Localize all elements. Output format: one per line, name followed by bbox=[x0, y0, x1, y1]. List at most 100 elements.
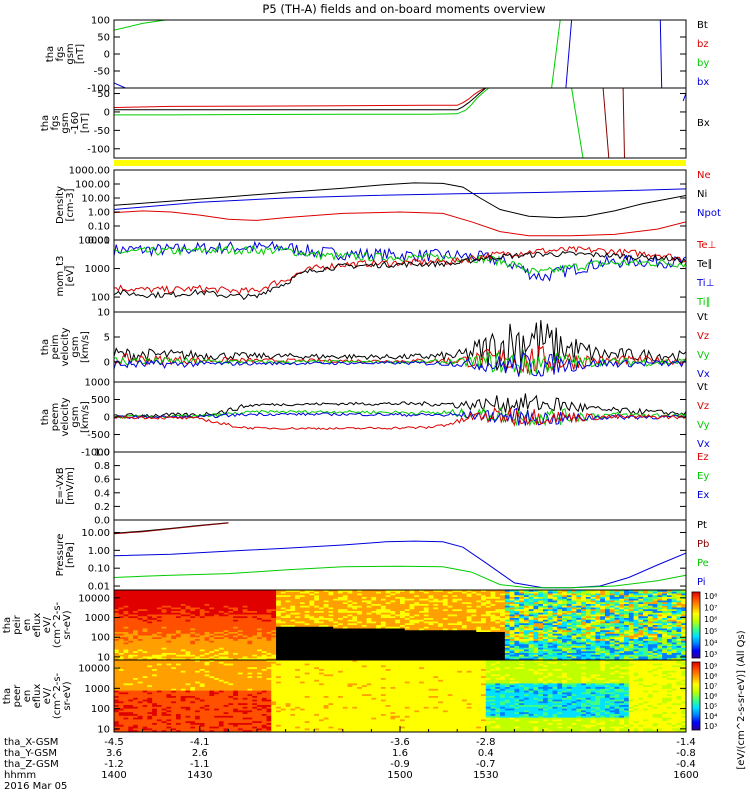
legend-entry: Vt bbox=[697, 312, 708, 323]
legend-entry: Pb bbox=[697, 539, 709, 550]
legend-entry: Vz bbox=[697, 401, 709, 412]
legend-2: Bx bbox=[697, 118, 710, 129]
ylabel-line: [km/s] bbox=[80, 331, 91, 363]
ytick-label: 0.8 bbox=[94, 461, 110, 472]
panel-frame bbox=[114, 240, 686, 312]
ytick-label: 0.4 bbox=[94, 488, 110, 499]
ytick-label: -50 bbox=[94, 67, 110, 78]
series-line-3 bbox=[114, 211, 686, 236]
ytick-label: 1.0 bbox=[94, 448, 110, 459]
ytick-label: 100.00 bbox=[75, 180, 110, 191]
series-line-5 bbox=[660, 20, 661, 88]
ylabel-3: Density[cm-3] bbox=[55, 186, 76, 224]
ylabel-7: E=-VxB[mV/m] bbox=[55, 467, 76, 505]
legend-entry: Vx bbox=[697, 369, 710, 380]
figure-title: P5 (TH-A) fields and on-board moments ov… bbox=[262, 2, 545, 16]
ytick-label: 0.0 bbox=[94, 516, 110, 527]
series-line-2 bbox=[114, 246, 686, 273]
ytick-label: 50 bbox=[97, 89, 110, 100]
series-line-6 bbox=[623, 88, 624, 158]
ytick-label: 10 bbox=[97, 308, 110, 319]
legend-entry: Ey bbox=[697, 471, 709, 482]
legend-entry: Ez bbox=[697, 452, 709, 463]
series-line-3 bbox=[114, 88, 489, 115]
ylabel-line: [km/s] bbox=[80, 401, 91, 433]
panel-5-plot bbox=[114, 320, 686, 377]
legend-4: Te⊥Te∥Ti⊥Ti∥ bbox=[696, 240, 716, 308]
series-line-3 bbox=[114, 247, 686, 294]
legend-entry: Npot bbox=[697, 208, 721, 219]
legend-entry: Vt bbox=[697, 382, 708, 393]
legend-entry: Vy bbox=[697, 420, 710, 431]
ytick-label: 5 bbox=[104, 333, 110, 344]
legend-entry: Ti∥ bbox=[696, 297, 711, 308]
ylabel-4: mom_t3[eV] bbox=[55, 256, 76, 297]
ylabel-line: [mV/m] bbox=[65, 467, 76, 505]
legend-7: Ez Ey Ex bbox=[697, 452, 709, 501]
legend-entry: Bt bbox=[697, 20, 708, 31]
series-line-4 bbox=[114, 566, 686, 588]
ytick-label: 0 bbox=[104, 413, 110, 424]
panel-frame bbox=[114, 452, 686, 520]
panel-3: 1000.00100.0010.001.000.100.01Density[cm… bbox=[55, 166, 721, 247]
ytick-label: 0.10 bbox=[88, 222, 110, 233]
ytick-label: 0.6 bbox=[94, 475, 110, 486]
panel-frame bbox=[114, 20, 686, 88]
ytick-label: 0.10 bbox=[88, 564, 110, 575]
legend-entry: by bbox=[697, 58, 709, 69]
panel-8-plot bbox=[114, 523, 686, 588]
legend-entry: bz bbox=[697, 39, 709, 50]
ytick-label: 10.00 bbox=[81, 194, 110, 205]
series-line-1 bbox=[114, 88, 486, 108]
series-line-3 bbox=[114, 541, 686, 588]
series-line-3 bbox=[552, 20, 561, 88]
ytick-label: 500 bbox=[91, 395, 110, 406]
ytick-label: 100 bbox=[91, 293, 110, 304]
legend-entry: Pt bbox=[697, 520, 707, 531]
ytick-label: 1.00 bbox=[88, 208, 110, 219]
legend-entry: Te⊥ bbox=[696, 240, 716, 251]
ylabel-line: [nT] bbox=[80, 113, 91, 133]
legend-entry: Pe bbox=[697, 558, 709, 569]
panel-frame bbox=[114, 88, 686, 158]
ytick-label: 50 bbox=[97, 33, 110, 44]
ytick-label: -100 bbox=[87, 144, 110, 155]
series-line-4 bbox=[566, 20, 572, 88]
ytick-label: 0 bbox=[104, 50, 110, 61]
ylabel-line: [nT] bbox=[75, 44, 86, 64]
panel-6-plot bbox=[114, 394, 686, 430]
panel-3-plot bbox=[114, 183, 686, 236]
legend-entry: Vz bbox=[697, 331, 709, 342]
ytick-label: 100 bbox=[91, 16, 110, 27]
legend-entry: Bx bbox=[697, 118, 710, 129]
series-line-1 bbox=[114, 20, 166, 30]
ylabel-line: [eV] bbox=[65, 266, 76, 287]
ytick-label: 0 bbox=[104, 107, 110, 118]
ylabel-line: [cm-3] bbox=[65, 188, 76, 221]
panel-frame bbox=[114, 520, 686, 590]
legend-entry: Ni bbox=[697, 189, 707, 200]
ytick-label: 10000 bbox=[78, 236, 110, 247]
panel-9-plot bbox=[114, 590, 686, 660]
ytick-label: 1000 bbox=[85, 378, 110, 389]
series-line-4 bbox=[572, 88, 583, 158]
legend-entry: Ex bbox=[697, 490, 709, 501]
series-line-3 bbox=[114, 350, 686, 376]
legend-entry: Ti⊥ bbox=[696, 278, 714, 289]
